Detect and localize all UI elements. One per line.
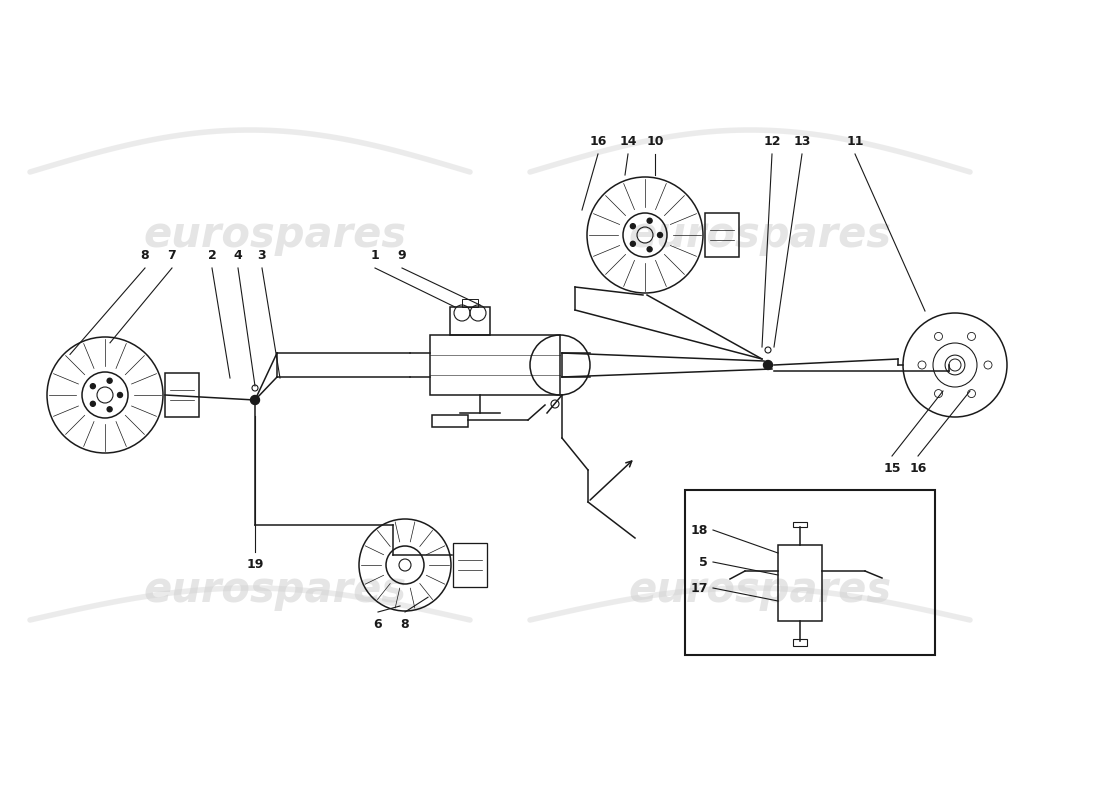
Circle shape (90, 402, 96, 406)
Text: 1: 1 (371, 249, 380, 262)
Text: 9: 9 (398, 249, 406, 262)
Bar (432, 415, 468, 427)
Text: 5: 5 (700, 555, 708, 569)
Bar (705, 213, 739, 257)
Text: 19: 19 (246, 558, 264, 571)
Bar (453, 543, 487, 587)
Text: 13: 13 (793, 135, 811, 148)
Text: 4: 4 (233, 249, 242, 262)
Text: 8: 8 (400, 618, 409, 631)
Text: 2: 2 (208, 249, 217, 262)
Bar (778, 545, 822, 621)
Circle shape (90, 384, 96, 389)
Bar (430, 335, 560, 395)
Circle shape (107, 378, 112, 383)
Text: 16: 16 (590, 135, 607, 148)
Bar (793, 639, 807, 646)
Text: 10: 10 (647, 135, 663, 148)
Text: 11: 11 (846, 135, 864, 148)
Text: 17: 17 (691, 582, 708, 594)
Text: 3: 3 (257, 249, 266, 262)
Circle shape (118, 393, 122, 398)
Bar (685, 490, 935, 655)
Circle shape (630, 224, 636, 229)
Text: 12: 12 (763, 135, 781, 148)
Circle shape (658, 233, 662, 238)
Text: 6: 6 (374, 618, 383, 631)
Circle shape (630, 242, 636, 246)
Text: 8: 8 (141, 249, 150, 262)
Bar (450, 307, 490, 335)
Text: 16: 16 (910, 462, 926, 475)
Text: 7: 7 (167, 249, 176, 262)
Circle shape (647, 246, 652, 252)
Bar (462, 299, 478, 307)
Text: 18: 18 (691, 523, 708, 537)
Circle shape (647, 218, 652, 223)
Text: eurospares: eurospares (628, 214, 892, 256)
Text: 15: 15 (883, 462, 901, 475)
Bar (793, 522, 807, 527)
Circle shape (107, 406, 112, 412)
Text: 14: 14 (619, 135, 637, 148)
Bar (165, 373, 199, 417)
Text: eurospares: eurospares (628, 569, 892, 611)
Text: eurospares: eurospares (143, 569, 407, 611)
Circle shape (251, 395, 260, 405)
Text: eurospares: eurospares (143, 214, 407, 256)
Circle shape (763, 361, 772, 370)
